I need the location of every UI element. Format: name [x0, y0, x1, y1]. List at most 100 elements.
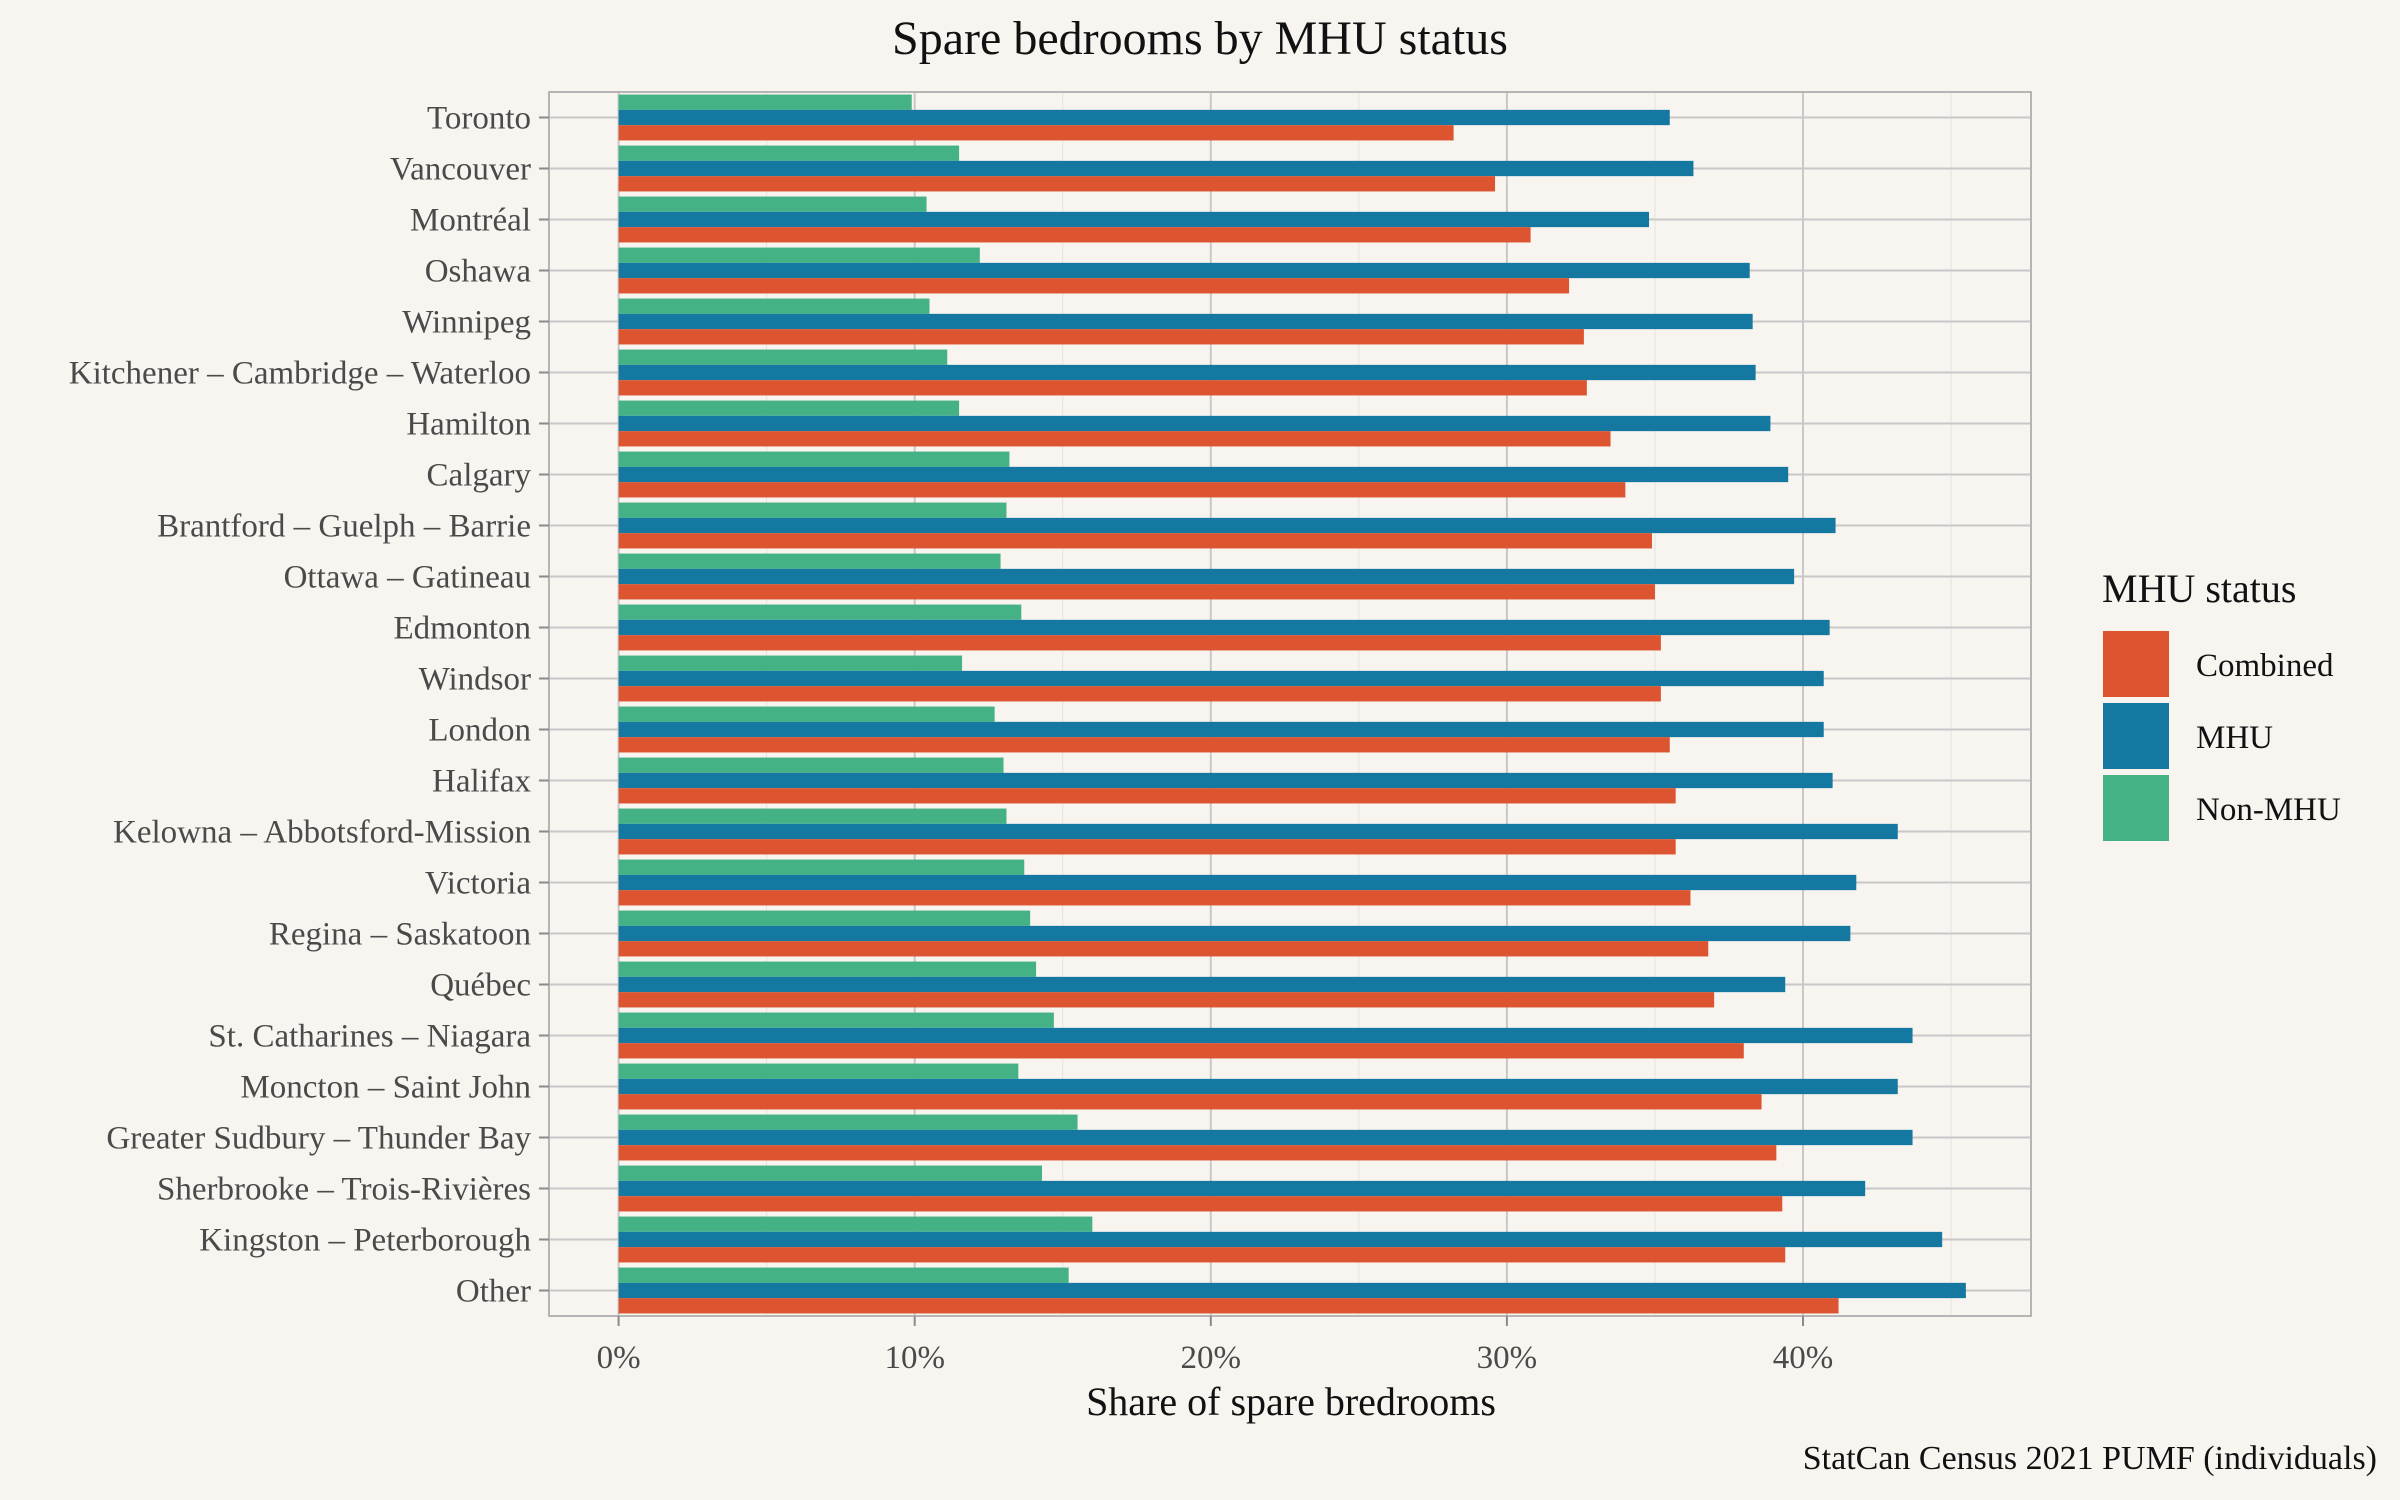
bar-mhu: [618, 1282, 1966, 1299]
y-tick-label: Oshawa: [425, 254, 532, 290]
bar-combined: [618, 584, 1655, 600]
y-tick-label: Moncton – Saint John: [240, 1070, 531, 1106]
bar-mhu: [618, 976, 1786, 993]
bar-combined: [618, 890, 1691, 906]
bar-mhu: [618, 1078, 1898, 1095]
bar-mhu: [618, 364, 1756, 381]
y-tick-label: Hamilton: [406, 407, 531, 443]
legend-label: MHU: [2196, 720, 2273, 756]
y-tick-label: Kitchener – Cambridge – Waterloo: [69, 356, 531, 392]
y-tick-label: Vancouver: [390, 152, 531, 188]
bar-combined: [618, 839, 1676, 855]
bar-non-mhu: [618, 1114, 1078, 1130]
bar-mhu: [618, 874, 1857, 891]
legend-label: Combined: [2196, 648, 2334, 684]
bar-mhu: [618, 772, 1833, 789]
y-tick-label: Toronto: [427, 101, 531, 137]
bar-non-mhu: [618, 1063, 1019, 1079]
legend-key-non-mhu: [2103, 775, 2169, 841]
bar-non-mhu: [618, 757, 1004, 773]
bar-mhu: [618, 670, 1824, 687]
bar-combined: [618, 1094, 1762, 1110]
y-tick-label: St. Catharines – Niagara: [208, 1019, 531, 1055]
bar-non-mhu: [618, 961, 1037, 977]
bar-non-mhu: [618, 859, 1025, 875]
bar-non-mhu: [618, 1012, 1054, 1028]
bar-mhu: [618, 466, 1789, 483]
bar-combined: [618, 431, 1611, 447]
bar-combined: [618, 482, 1626, 498]
bar-mhu: [618, 517, 1836, 534]
bar-non-mhu: [618, 655, 963, 671]
y-tick-label: Québec: [430, 968, 531, 1004]
y-tick-label: Calgary: [427, 458, 532, 494]
y-tick-label: Other: [456, 1274, 531, 1310]
bar-combined: [618, 1043, 1744, 1059]
x-tick-label: 40%: [1773, 1340, 1834, 1376]
y-tick-label: Edmonton: [394, 611, 532, 647]
bar-non-mhu: [618, 247, 980, 263]
y-tick-label: Winnipeg: [402, 305, 531, 341]
bar-combined: [618, 176, 1496, 192]
bar-combined: [618, 329, 1584, 345]
bar-combined: [618, 788, 1676, 804]
bar-non-mhu: [618, 553, 1001, 569]
bar-mhu: [618, 415, 1771, 432]
x-tick-label: 20%: [1181, 1340, 1242, 1376]
bar-combined: [618, 941, 1709, 957]
bar-mhu: [618, 262, 1750, 279]
bar-mhu: [618, 1231, 1943, 1248]
legend-key-combined: [2103, 631, 2169, 697]
bar-mhu: [618, 313, 1753, 330]
y-tick-label: Regina – Saskatoon: [269, 917, 531, 953]
y-tick-label: Windsor: [419, 662, 531, 698]
bar-non-mhu: [618, 910, 1031, 926]
plot-panel: [548, 91, 2032, 1317]
bar-combined: [618, 1145, 1777, 1161]
bar-combined: [618, 125, 1454, 141]
y-tick-label: Greater Sudbury – Thunder Bay: [106, 1121, 531, 1157]
x-axis-title: Share of spare bredrooms: [1086, 1379, 1496, 1424]
bar-mhu: [618, 1027, 1913, 1044]
bar-combined: [618, 1298, 1839, 1314]
y-tick-label: Ottawa – Gatineau: [284, 560, 531, 596]
bar-combined: [618, 1196, 1783, 1212]
y-tick-label: Victoria: [425, 866, 531, 902]
bar-mhu: [618, 160, 1694, 177]
bar-non-mhu: [618, 94, 912, 110]
legend-label: Non-MHU: [2196, 792, 2341, 828]
bar-non-mhu: [618, 451, 1010, 467]
bar-non-mhu: [618, 1216, 1093, 1232]
x-axis-labels: 0% 10% 20% 30% 40%: [597, 1316, 1834, 1376]
chart-caption: StatCan Census 2021 PUMF (individuals): [1803, 1440, 2377, 1477]
bar-combined: [618, 380, 1587, 396]
bar-non-mhu: [618, 400, 960, 416]
bar-combined: [618, 1247, 1786, 1263]
bar-mhu: [618, 109, 1670, 126]
y-tick-label: Sherbrooke – Trois-Rivières: [157, 1172, 531, 1208]
bar-mhu: [618, 1129, 1913, 1146]
bar-combined: [618, 737, 1670, 753]
bar-combined: [618, 227, 1531, 243]
bar-mhu: [618, 925, 1851, 942]
bar-mhu: [618, 619, 1830, 636]
y-tick-label: Halifax: [432, 764, 531, 800]
bar-non-mhu: [618, 1165, 1043, 1181]
bar-mhu: [618, 721, 1824, 738]
bar-combined: [618, 635, 1661, 651]
y-tick-label: Brantford – Guelph – Barrie: [157, 509, 531, 545]
legend: MHU status Combined MHU Non-MHU: [2102, 566, 2341, 841]
legend-title: MHU status: [2102, 566, 2296, 611]
bar-non-mhu: [618, 145, 960, 161]
y-axis-labels: Toronto Vancouver Montréal Oshawa Winnipeg Ki…: [69, 101, 549, 1310]
bar-combined: [618, 686, 1661, 702]
bar-mhu: [618, 1180, 1866, 1197]
bar-non-mhu: [618, 502, 1007, 518]
bar-combined: [618, 992, 1715, 1008]
bar-non-mhu: [618, 808, 1007, 824]
y-tick-label: Montréal: [410, 203, 531, 239]
bar-non-mhu: [618, 706, 995, 722]
bar-non-mhu: [618, 349, 948, 365]
